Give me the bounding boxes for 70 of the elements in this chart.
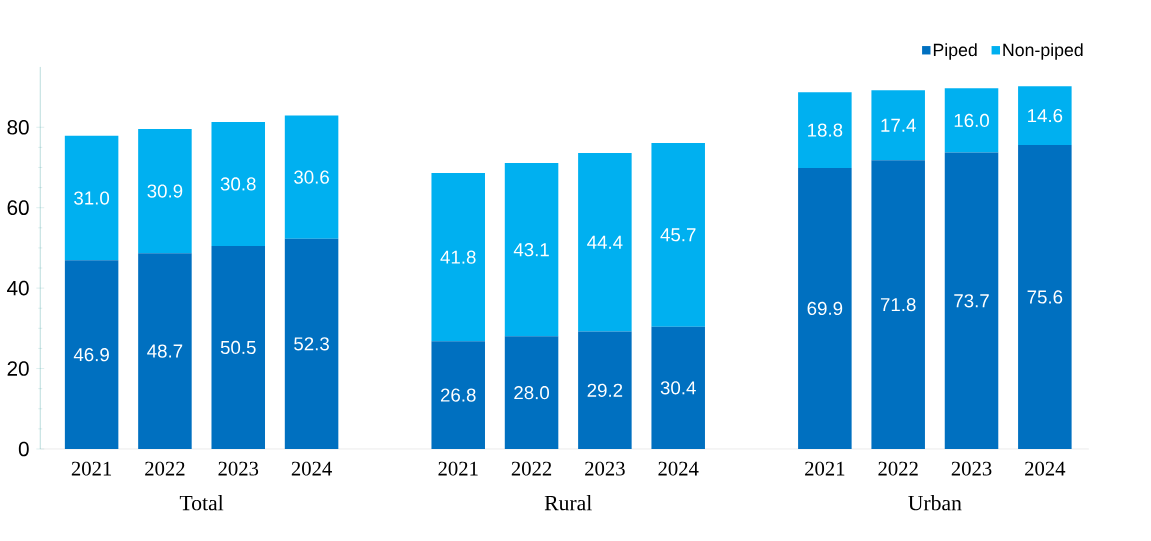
data-label: 29.2 bbox=[587, 383, 623, 398]
bar bbox=[944, 88, 999, 153]
bar bbox=[431, 173, 485, 342]
data-label: 44.4 bbox=[587, 236, 623, 249]
legend-label: Piped bbox=[933, 43, 977, 60]
bar bbox=[871, 160, 925, 450]
data-label: 48.7 bbox=[147, 344, 183, 358]
data-label: 26.8 bbox=[440, 388, 476, 402]
bar bbox=[211, 122, 266, 247]
data-label: 31.0 bbox=[74, 191, 110, 205]
x-tick-label: 2023 bbox=[218, 461, 259, 476]
bar bbox=[504, 336, 559, 450]
x-tick-label: 2024 bbox=[291, 461, 332, 476]
data-label: 28.0 bbox=[514, 386, 550, 400]
x-tick-label: 2021 bbox=[805, 461, 845, 476]
x-tick-label: 2023 bbox=[585, 461, 625, 476]
data-label: 69.9 bbox=[807, 302, 843, 316]
data-label: 45.7 bbox=[660, 228, 696, 242]
y-tick-label: 60 bbox=[7, 200, 29, 216]
x-tick-label: 2021 bbox=[438, 461, 478, 476]
x-tick-label: 2022 bbox=[878, 461, 918, 476]
data-label: 41.8 bbox=[440, 250, 476, 265]
text: Total bbox=[179, 495, 224, 511]
data-label: 46.9 bbox=[73, 348, 109, 362]
bar bbox=[944, 152, 999, 450]
x-tick-label: 2023 bbox=[951, 461, 992, 476]
bar bbox=[138, 129, 192, 254]
bar bbox=[64, 135, 119, 261]
bar bbox=[651, 143, 705, 327]
y-tick-label: 20 bbox=[7, 361, 29, 377]
bar bbox=[504, 163, 559, 337]
data-label: 14.6 bbox=[1028, 109, 1063, 123]
x-tick-label: 2024 bbox=[1025, 461, 1066, 476]
x-tick-label: 2021 bbox=[71, 461, 112, 476]
bar bbox=[64, 260, 119, 450]
bar bbox=[651, 326, 705, 450]
data-label: 43.1 bbox=[513, 243, 549, 257]
bar bbox=[871, 90, 925, 161]
bar bbox=[284, 115, 339, 239]
data-label: 30.8 bbox=[220, 177, 256, 191]
data-label: 73.7 bbox=[954, 294, 989, 308]
bar bbox=[1018, 145, 1072, 450]
bar bbox=[211, 246, 266, 450]
bar bbox=[138, 253, 192, 450]
x-tick-label: 2022 bbox=[511, 461, 552, 476]
y-tick-label: 0 bbox=[18, 441, 29, 457]
data-label: 18.8 bbox=[808, 123, 843, 137]
y-tick-label: 40 bbox=[7, 281, 29, 296]
legend-label: Non-piped bbox=[1003, 43, 1083, 60]
data-label: 30.6 bbox=[294, 170, 329, 184]
data-label: 17.4 bbox=[881, 119, 916, 132]
data-label: 30.4 bbox=[660, 381, 696, 395]
x-tick-label: 2022 bbox=[145, 461, 185, 476]
bar bbox=[578, 153, 632, 332]
y-tick-label: 80 bbox=[7, 120, 29, 135]
data-label: 16.0 bbox=[954, 114, 989, 128]
bar bbox=[578, 331, 632, 450]
bar bbox=[1018, 86, 1072, 146]
bar bbox=[431, 341, 485, 450]
bar bbox=[798, 168, 852, 450]
data-label: 50.5 bbox=[220, 341, 256, 355]
data-label: 75.6 bbox=[1027, 290, 1063, 304]
bar bbox=[284, 238, 339, 450]
x-tick-label: 2024 bbox=[658, 461, 699, 476]
data-label: 52.3 bbox=[294, 337, 329, 351]
data-label: 30.9 bbox=[147, 184, 183, 198]
bar bbox=[798, 92, 852, 169]
text: Rural bbox=[544, 495, 592, 511]
text: Urban bbox=[908, 495, 962, 511]
data-label: 71.8 bbox=[880, 298, 916, 312]
